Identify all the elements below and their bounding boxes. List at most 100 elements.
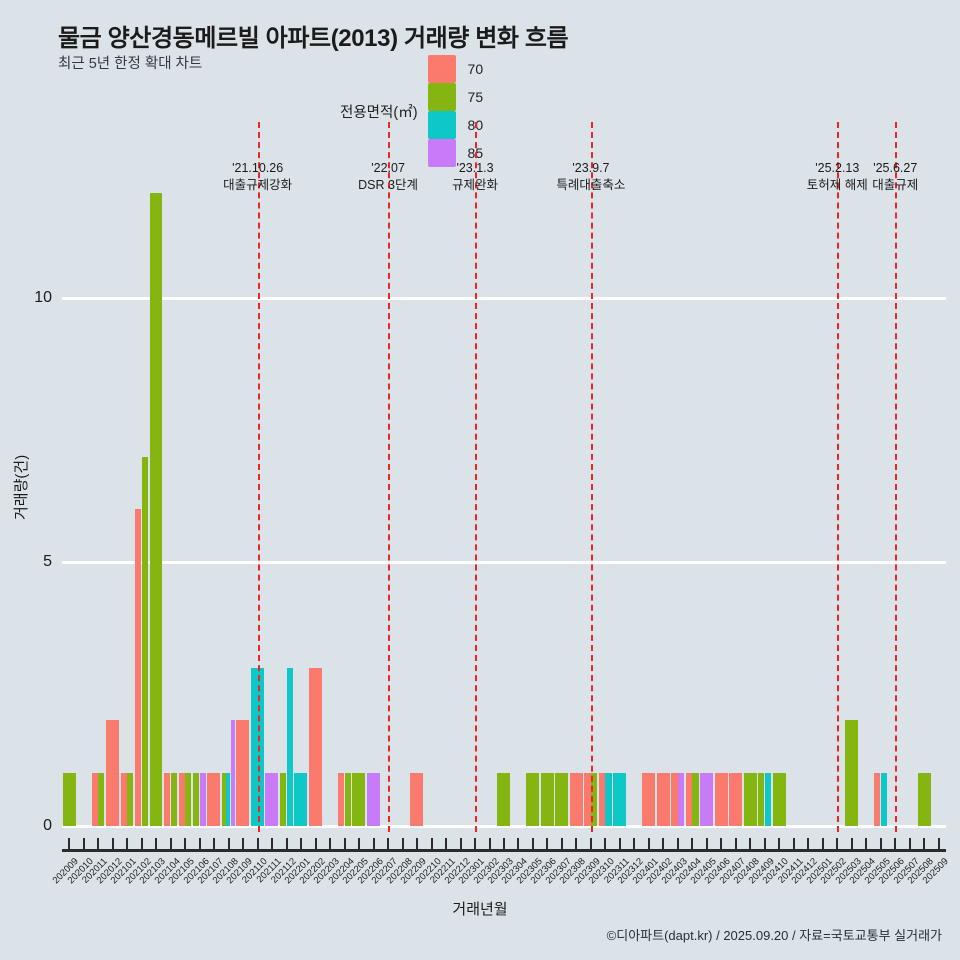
bar[interactable] — [265, 773, 279, 826]
bar[interactable] — [337, 773, 345, 826]
bar[interactable] — [352, 773, 366, 826]
event-text: 규제완화 — [452, 178, 499, 192]
x-tick — [503, 838, 505, 850]
x-axis-line — [62, 849, 946, 852]
bar[interactable] — [917, 773, 931, 826]
bar[interactable] — [880, 773, 888, 826]
bar[interactable] — [286, 667, 293, 826]
x-tick — [285, 838, 288, 850]
bar[interactable] — [555, 773, 569, 826]
bar[interactable] — [308, 667, 322, 826]
bar[interactable] — [226, 773, 231, 826]
bar[interactable] — [598, 773, 606, 826]
x-tick — [184, 838, 187, 850]
y-tick-label: 5 — [43, 553, 52, 571]
x-tick — [474, 838, 477, 850]
bar[interactable] — [62, 773, 76, 826]
x-tick — [314, 838, 317, 850]
event-line-202301 — [475, 122, 478, 832]
x-tick — [155, 838, 158, 850]
bar[interactable] — [221, 773, 227, 826]
bar[interactable] — [236, 720, 250, 826]
bar[interactable] — [497, 773, 511, 826]
x-tick — [894, 838, 897, 850]
bar[interactable] — [410, 773, 424, 826]
bar[interactable] — [178, 773, 185, 826]
y-tick-label: 10 — [34, 289, 52, 307]
bar[interactable] — [874, 773, 881, 826]
x-tick — [705, 838, 708, 850]
x-tick — [300, 838, 303, 850]
legend-item-85[interactable]: 85 — [427, 139, 500, 167]
bar[interactable] — [772, 773, 786, 826]
bar[interactable] — [714, 773, 728, 826]
gridline — [62, 824, 946, 828]
bar[interactable] — [642, 773, 656, 826]
bar[interactable] — [366, 773, 380, 826]
event-label-202502: '25.2.13 토허제 해제 — [807, 160, 868, 194]
bar[interactable] — [743, 773, 757, 826]
bar[interactable] — [671, 773, 678, 826]
bar[interactable] — [141, 456, 148, 826]
event-date: '23.1.3 — [456, 161, 494, 175]
bar[interactable] — [185, 773, 192, 826]
bar[interactable] — [294, 773, 308, 826]
bar[interactable] — [764, 773, 772, 826]
x-tick — [691, 838, 694, 850]
legend-swatch-70 — [427, 55, 456, 83]
event-text: 특례대출축소 — [556, 178, 626, 192]
x-tick — [111, 838, 114, 850]
x-tick — [676, 838, 679, 850]
bar[interactable] — [98, 773, 105, 826]
bar[interactable] — [149, 192, 163, 826]
bar[interactable] — [569, 773, 583, 826]
bar[interactable] — [685, 773, 692, 826]
bar[interactable] — [656, 773, 670, 826]
bar[interactable] — [677, 773, 685, 826]
bar[interactable] — [613, 773, 627, 826]
legend-item-75[interactable]: 75 — [427, 83, 500, 111]
bar[interactable] — [120, 773, 127, 826]
event-text: DSR 3단계 — [358, 178, 418, 192]
x-tick — [271, 838, 274, 850]
x-tick — [923, 838, 926, 850]
x-tick — [836, 838, 839, 850]
event-line-202207 — [388, 122, 391, 832]
bar[interactable] — [729, 773, 743, 826]
x-tick — [329, 838, 332, 850]
x-tick — [633, 838, 636, 850]
bar[interactable] — [590, 773, 598, 826]
bar[interactable] — [526, 773, 540, 826]
y-tick-label: 0 — [43, 817, 52, 834]
bar[interactable] — [250, 667, 264, 826]
bar[interactable] — [193, 773, 200, 826]
bar[interactable] — [127, 773, 134, 826]
bar[interactable] — [758, 773, 765, 826]
x-tick — [763, 838, 766, 850]
event-line-202309 — [590, 122, 593, 832]
x-tick — [343, 838, 346, 850]
bar[interactable] — [344, 773, 351, 826]
bar[interactable] — [199, 773, 206, 826]
bar[interactable] — [170, 773, 177, 826]
bar[interactable] — [700, 773, 714, 826]
bar[interactable] — [207, 773, 221, 826]
legend-item-70[interactable]: 70 — [427, 55, 500, 83]
bar[interactable] — [135, 509, 142, 826]
x-tick — [879, 838, 882, 850]
bar[interactable] — [106, 720, 119, 826]
x-tick — [227, 838, 230, 850]
bar[interactable] — [164, 773, 171, 826]
bar[interactable] — [230, 720, 235, 826]
bar[interactable] — [584, 773, 591, 826]
x-tick — [546, 838, 549, 850]
bar[interactable] — [540, 773, 554, 826]
bar[interactable] — [279, 773, 287, 826]
bar[interactable] — [91, 773, 98, 826]
legend-item-80[interactable]: 80 — [427, 111, 500, 139]
x-tick — [589, 838, 592, 850]
bar[interactable] — [605, 773, 612, 826]
bar[interactable] — [845, 720, 859, 826]
x-tick — [850, 838, 853, 850]
bar[interactable] — [692, 773, 699, 826]
